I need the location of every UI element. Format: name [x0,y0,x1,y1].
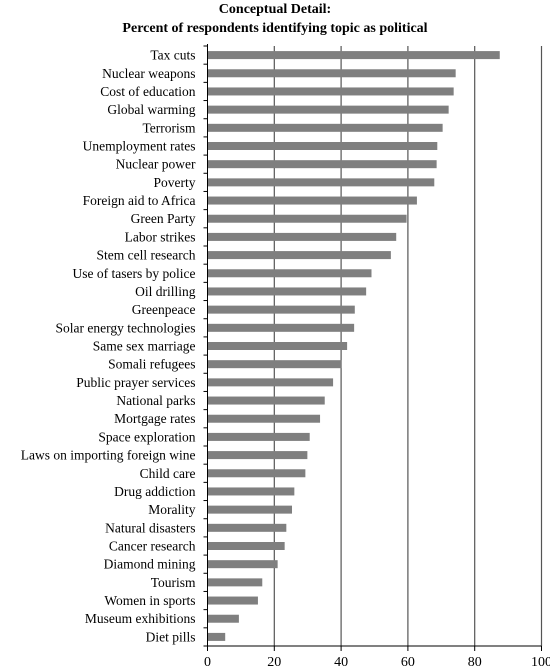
x-tick-label: 60 [401,655,415,670]
category-label: Drug addiction [114,484,196,499]
category-label: Nuclear power [116,157,196,172]
bar [207,342,348,350]
category-label: Green Party [131,211,196,226]
category-label: National parks [116,393,195,408]
bar [207,487,295,496]
category-label: Unemployment rates [83,139,196,154]
bar [207,214,407,223]
bar [207,287,367,296]
category-label: Natural disasters [105,520,195,535]
bar [207,432,310,441]
bar [207,523,287,532]
bar [207,505,293,514]
x-tick-label: 40 [334,655,348,670]
category-label: Terrorism [142,120,196,135]
bar [207,542,285,550]
category-label: Use of tasers by police [73,266,196,281]
bar [207,323,355,332]
category-label: Poverty [154,175,196,190]
bar [207,196,417,205]
bar [207,51,500,60]
category-label: Child care [140,466,196,481]
bar [207,632,226,641]
category-label: Women in sports [104,593,195,608]
x-tick-label: 80 [468,655,482,670]
category-label: Public prayer services [76,375,195,390]
bar [207,614,239,623]
bar [207,251,391,260]
category-label: Stem cell research [97,248,196,263]
chart-subtitle: Percent of respondents identifying topic… [122,21,428,36]
bar [207,451,308,460]
category-label: Laws on importing foreign wine [21,448,196,463]
bar [207,578,263,587]
category-label: Diamond mining [104,557,196,572]
bar [207,105,449,114]
category-label: Morality [148,502,195,517]
bar [207,305,355,314]
category-label: Mortgage rates [114,411,195,426]
bar [207,142,438,150]
bar [207,87,454,96]
category-label: Nuclear weapons [102,66,195,81]
category-label: Tourism [151,575,196,590]
category-label: Museum exhibitions [85,611,196,626]
bar [207,469,306,478]
bar [207,360,342,369]
category-label: Foreign aid to Africa [83,193,196,208]
category-label: Cost of education [100,84,195,99]
bar [207,178,435,187]
category-label: Cancer research [109,539,196,554]
bar [207,269,372,278]
category-label: Tax cuts [150,48,195,63]
category-label: Diet pills [146,629,196,644]
bar [207,69,456,78]
bar [207,232,397,241]
category-label: Same sex marriage [93,339,196,354]
category-label: Solar energy technologies [56,320,196,335]
category-label: Greenpeace [132,302,196,317]
bar [207,396,325,405]
bar [207,560,278,569]
category-label: Labor strikes [125,229,196,244]
category-label: Oil drilling [135,284,196,299]
chart-title: Conceptual Detail: [218,2,332,17]
bar [207,414,321,423]
category-label: Global warming [107,102,195,117]
x-tick-label: 0 [204,655,211,670]
x-tick-label: 100 [531,655,550,670]
bar [207,596,258,605]
bar [207,160,437,169]
category-label: Somali refugees [108,357,195,372]
category-label: Space exploration [98,429,195,444]
bar [207,123,443,132]
bar [207,378,334,387]
x-tick-label: 20 [267,655,281,670]
